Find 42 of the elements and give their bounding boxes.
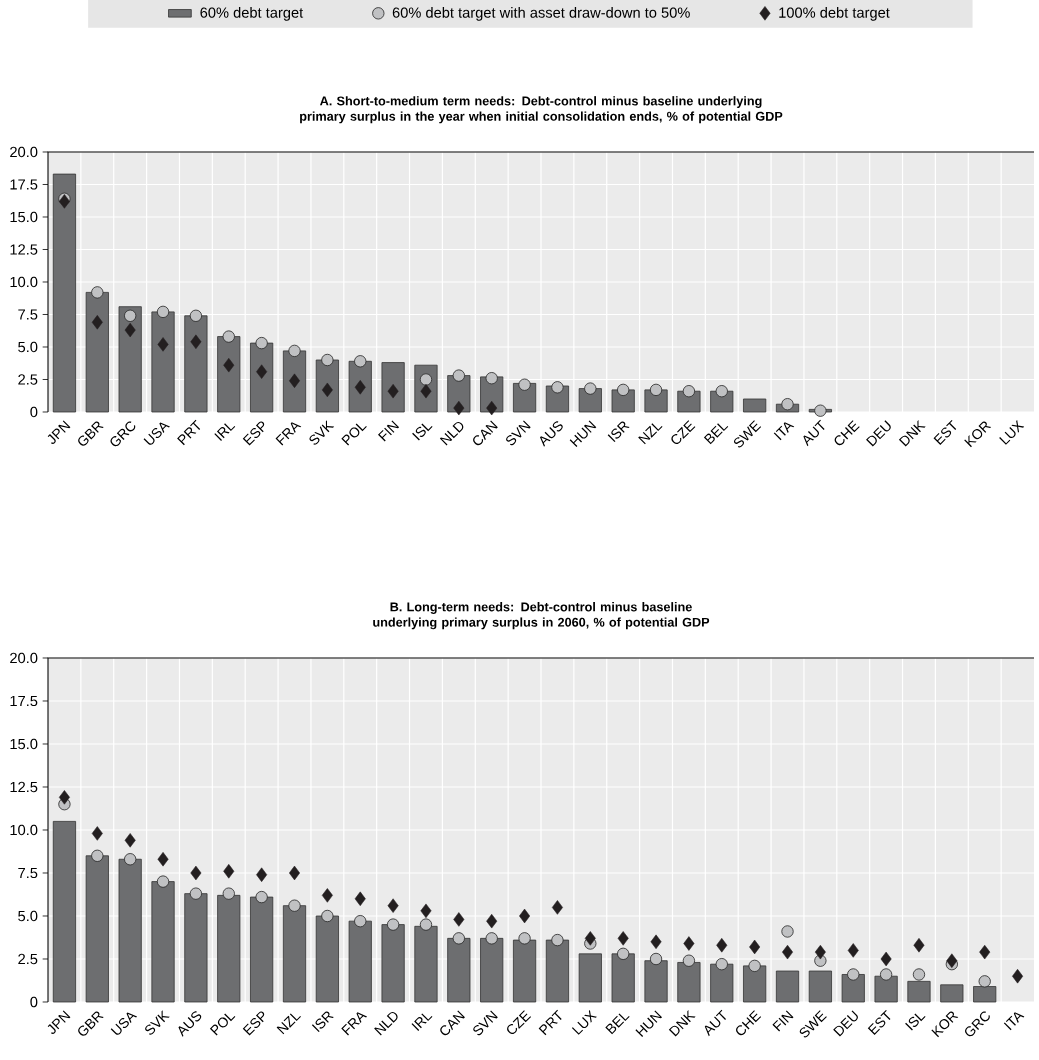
x-tick-label: ISL	[905, 1013, 926, 1031]
y-tick-label: 7.5	[18, 867, 38, 879]
y-tick-label: 0	[30, 406, 38, 418]
x-tick-label: USA	[110, 1012, 138, 1035]
y-tick-label: 20.0	[10, 146, 38, 158]
x-tick-label: FIN	[377, 420, 400, 442]
x-tick-label: ITA	[773, 422, 795, 441]
y-tick-label: 20.0	[10, 652, 38, 664]
y-tick-label: 15.0	[10, 738, 38, 750]
x-tick-label: USA	[143, 422, 170, 445]
x-tick-label: IRL	[214, 423, 236, 441]
x-tick-label: BEL	[703, 423, 729, 445]
x-tick-label: ISR	[607, 421, 630, 443]
y-tick-label: 10.0	[10, 824, 38, 836]
y-tick-label: 15.0	[10, 211, 38, 223]
chart-title: B. Long-term needs: Debt-control minus baseline underlying primary surplus in 2060, % of potential GDP	[373, 602, 710, 630]
y-tick-label: 2.5	[18, 953, 38, 965]
legend-label: 60% debt target	[200, 7, 304, 21]
y-tick-label: 2.5	[18, 374, 38, 385]
y-tick-label: 5.0	[18, 341, 38, 353]
x-tick-label: ISL	[412, 423, 433, 441]
legend-label: 60% debt target with asset draw-down to 50%	[392, 7, 690, 21]
x-tick-label: NZL	[638, 423, 663, 445]
x-tick-label: BEL	[605, 1013, 630, 1035]
x-tick-label: ISR	[311, 1011, 334, 1033]
y-tick-label: 12.5	[10, 781, 38, 793]
x-tick-label: NZL	[276, 1013, 301, 1035]
x-tick-label: FRA	[341, 1012, 368, 1036]
y-tick-label: 12.5	[10, 244, 38, 255]
y-tick-label: 10.0	[10, 276, 38, 288]
y-tick-label: 0	[30, 996, 38, 1008]
y-tick-label: 7.5	[18, 309, 38, 320]
x-tick-label: IRL	[411, 1013, 433, 1031]
chart-title: A. Short-to-medium term needs: Debt-control minus baseline underlying primary surplus in the year when initial consolidation ends, % of potential GDP	[300, 96, 783, 124]
x-tick-label: ITA	[1003, 1012, 1025, 1031]
y-tick-label: 5.0	[18, 910, 38, 922]
x-tick-label: POL	[341, 423, 367, 446]
x-tick-label: FIN	[772, 1010, 794, 1032]
legend-label: 100% debt target	[779, 7, 890, 21]
y-tick-label: 17.5	[10, 179, 38, 190]
y-tick-label: 17.5	[10, 695, 38, 707]
x-tick-label: POL	[209, 1013, 236, 1036]
